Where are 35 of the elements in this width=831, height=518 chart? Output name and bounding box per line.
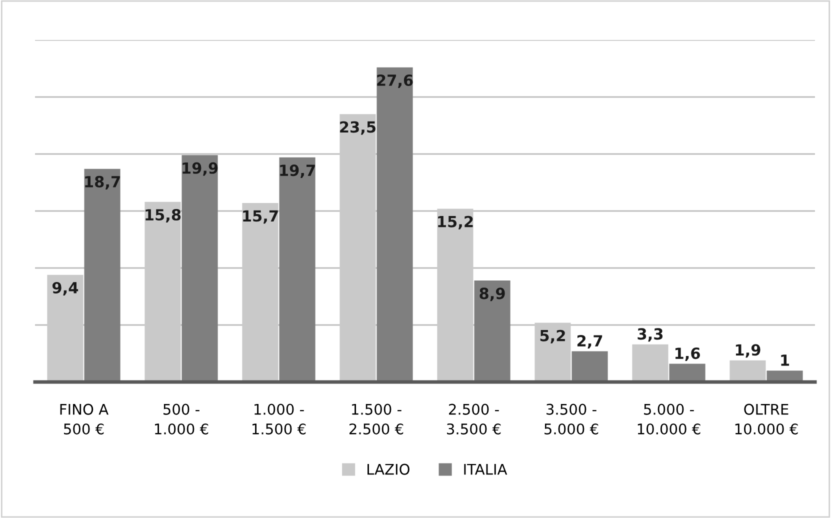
data-label: 15,2	[438, 216, 473, 230]
x-tick-label: 1.500 - 2.500 €	[349, 404, 404, 434]
data-label: 8,9	[480, 288, 505, 302]
data-label: 1	[781, 354, 790, 366]
bar	[730, 360, 766, 382]
x-tick-label: 500 - 1.000 €	[155, 404, 208, 434]
data-label: 2,7	[577, 334, 602, 349]
data-label: 1,6	[675, 348, 700, 362]
legend-label: ITALIA	[464, 464, 508, 475]
bar	[572, 351, 608, 382]
x-tick-label: 2.500 - 3.500 €	[447, 404, 501, 434]
data-label: 1,9	[736, 344, 760, 358]
data-label: 15,7	[243, 210, 278, 224]
bar	[376, 67, 413, 382]
data-label: 27,6	[377, 74, 413, 88]
bar	[669, 364, 706, 382]
data-label: 18,7	[85, 176, 120, 190]
bar	[474, 280, 510, 382]
data-label: 3,3	[638, 328, 663, 342]
x-tick-label: FINO A 500 €	[60, 404, 108, 434]
data-label: 9,4	[52, 282, 78, 296]
x-tick-label: 1.000 - 1.500 €	[252, 404, 306, 434]
bar	[182, 155, 218, 382]
bar	[632, 344, 668, 382]
data-label: 5,2	[540, 330, 565, 344]
data-label: 15,8	[146, 208, 181, 222]
x-tick-label: 3.500 - 5.000 €	[544, 404, 598, 434]
bar	[279, 157, 316, 382]
x-tick-label: OLTRE 10.000 €	[735, 404, 798, 434]
legend-label: LAZIO	[368, 464, 410, 475]
bar	[84, 168, 120, 382]
data-label: 19,7	[280, 164, 315, 178]
x-tick-label: 5.000 - 10.000 €	[638, 404, 700, 434]
data-label: 19,9	[182, 162, 218, 176]
data-label: 23,5	[340, 121, 376, 135]
